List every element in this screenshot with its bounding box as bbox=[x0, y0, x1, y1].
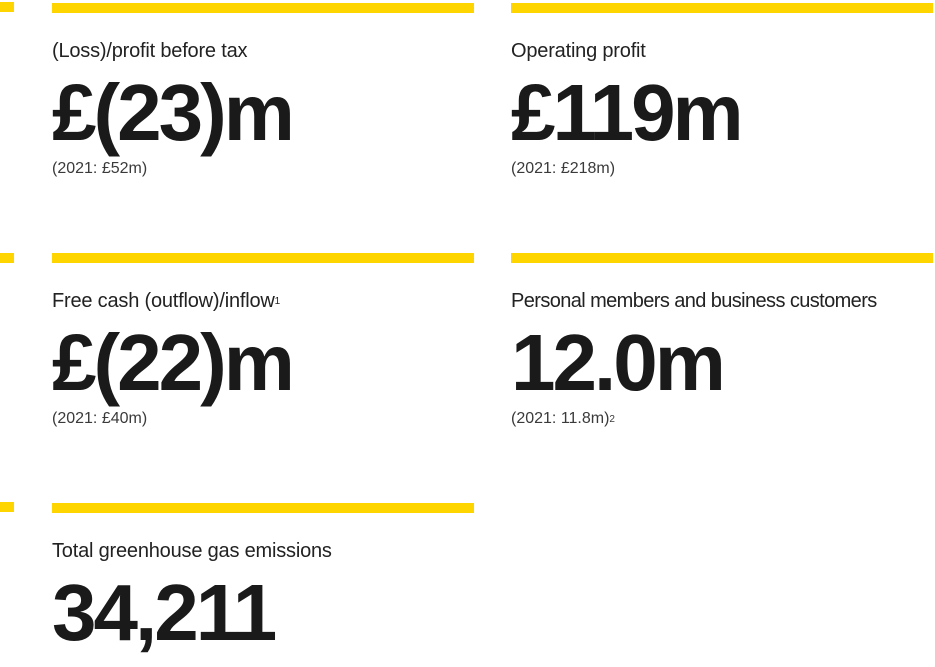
kpi-accent-bar bbox=[52, 503, 474, 513]
kpi-comparison: (2021: £218m) bbox=[511, 160, 616, 177]
kpi-accent-bar bbox=[511, 253, 933, 263]
kpi-value: 34,211 bbox=[52, 568, 277, 657]
footnote-marker: 1 bbox=[274, 296, 281, 307]
footnote-marker: 2 bbox=[609, 414, 615, 425]
kpi-value: £119m bbox=[511, 68, 744, 157]
kpi-accent-bar bbox=[52, 253, 474, 263]
kpi-label: Personal members and business customers bbox=[511, 290, 877, 312]
kpi-card-operating-profit: Operating profit £119m (2021: £218m) bbox=[511, 3, 933, 179]
edge-accent-bar bbox=[0, 2, 14, 12]
kpi-accent-bar bbox=[52, 3, 474, 13]
kpi-card-greenhouse-gas-emissions: Total greenhouse gas emissions 34,211 bbox=[52, 503, 474, 655]
kpi-card-free-cash-flow: Free cash (outflow)/inflow1 £(22)m (2021… bbox=[52, 253, 474, 429]
kpi-card-loss-profit-before-tax: (Loss)/profit before tax £(23)m (2021: £… bbox=[52, 3, 474, 179]
kpi-comparison: (2021: £40m) bbox=[52, 410, 148, 427]
kpi-card-members-and-customers: Personal members and business customers … bbox=[511, 253, 933, 429]
kpi-label: (Loss)/profit before tax bbox=[52, 40, 248, 62]
kpi-value: £(22)m bbox=[52, 318, 295, 407]
kpi-comparison: (2021: £52m) bbox=[52, 160, 148, 177]
edge-accent-bar bbox=[0, 253, 14, 263]
kpi-label: Total greenhouse gas emissions bbox=[52, 540, 332, 562]
kpi-value: 12.0m bbox=[511, 318, 726, 407]
kpi-label: Operating profit bbox=[511, 40, 646, 62]
kpi-value: £(23)m bbox=[52, 68, 295, 157]
kpi-label: Free cash (outflow)/inflow1 bbox=[52, 290, 281, 312]
kpi-comparison: (2021: 11.8m)2 bbox=[511, 410, 615, 427]
edge-accent-bar bbox=[0, 502, 14, 512]
kpi-accent-bar bbox=[511, 3, 933, 13]
